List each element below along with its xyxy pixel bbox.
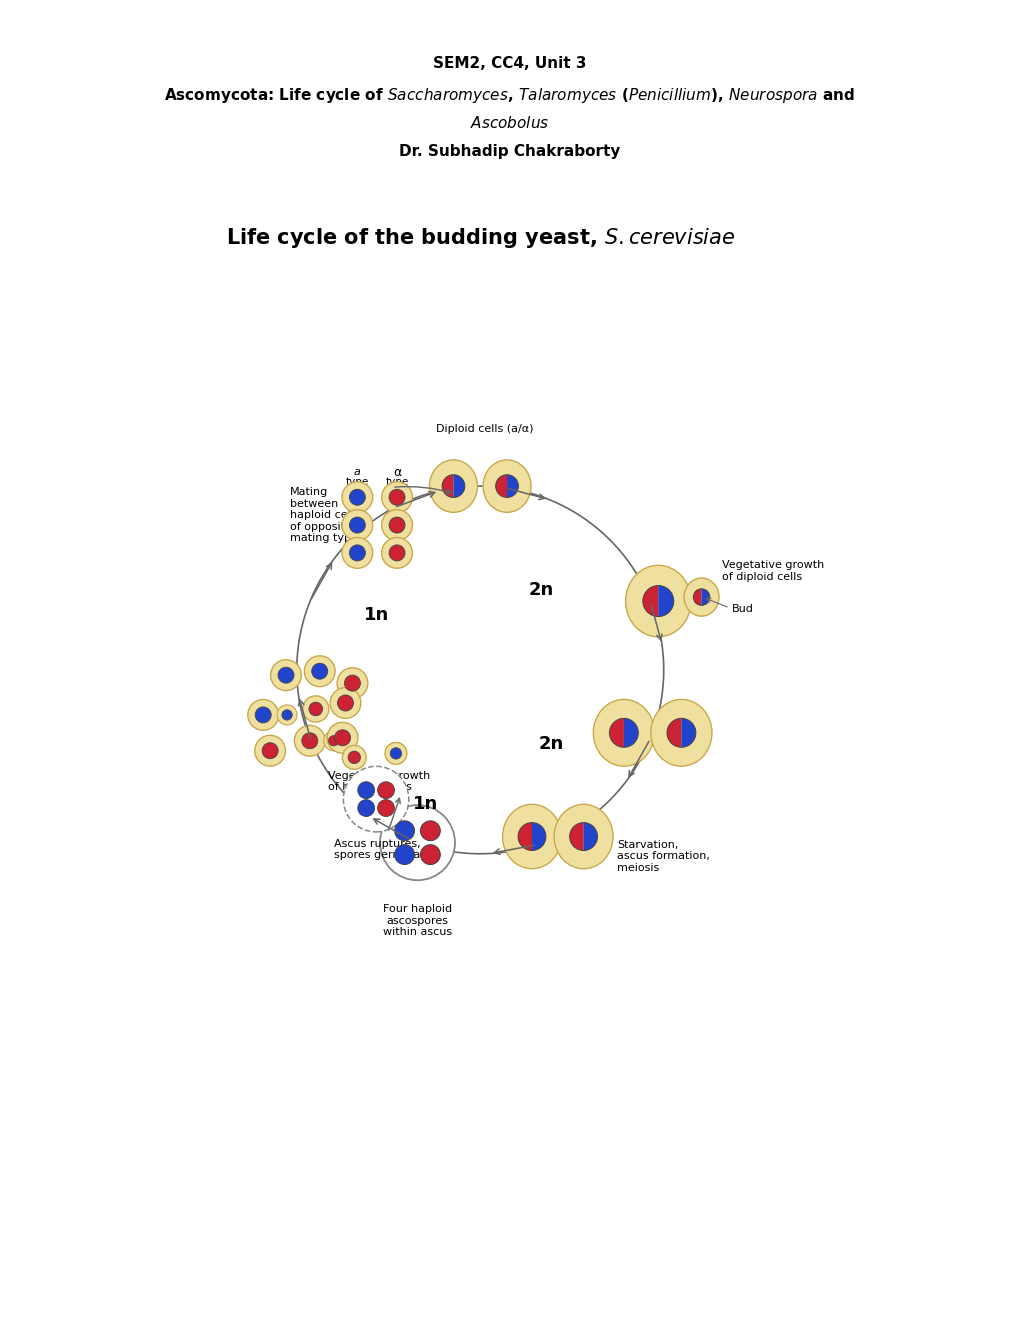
Wedge shape [609,718,624,747]
Text: 1n: 1n [413,795,438,813]
Circle shape [337,696,354,711]
Wedge shape [693,589,701,606]
Text: Vegetative growth
of diploid cells: Vegetative growth of diploid cells [721,561,823,582]
Text: Dr. Subhadip Chakraborty: Dr. Subhadip Chakraborty [398,144,621,158]
Wedge shape [666,718,681,747]
Ellipse shape [343,767,409,832]
Circle shape [358,781,374,799]
Circle shape [312,663,327,680]
Circle shape [388,517,405,533]
Circle shape [341,510,372,540]
Ellipse shape [593,700,654,766]
Circle shape [377,781,394,799]
Circle shape [281,710,292,721]
Circle shape [336,668,368,698]
Text: Ascomycota: Life cycle of $\mathit{Saccharomyces}$, $\mathit{Talaromyces}$ ($\ma: Ascomycota: Life cycle of $\mathit{Sacch… [164,86,855,106]
Wedge shape [657,586,674,616]
Circle shape [347,751,360,763]
Circle shape [334,730,351,746]
Circle shape [394,821,414,841]
Ellipse shape [502,804,560,869]
Wedge shape [624,718,638,747]
Text: Life cycle of the budding yeast, $\mathit{S. cerevisiae}$: Life cycle of the budding yeast, $\mathi… [225,226,735,249]
Text: 2n: 2n [529,581,553,599]
Circle shape [381,537,412,569]
Circle shape [303,696,328,722]
Text: Bud: Bud [731,605,753,614]
Circle shape [255,735,285,766]
Text: type: type [385,478,409,487]
Circle shape [388,545,405,561]
Circle shape [277,705,297,725]
Text: Ascus ruptures,
spores germinate: Ascus ruptures, spores germinate [334,840,432,861]
Circle shape [270,660,301,690]
Text: 2n: 2n [538,735,564,754]
Wedge shape [495,475,506,498]
Circle shape [330,688,361,718]
Ellipse shape [650,700,711,766]
Circle shape [381,510,412,540]
Wedge shape [532,822,545,850]
Text: SEM2, CC4, Unit 3: SEM2, CC4, Unit 3 [433,57,586,71]
Text: α: α [392,466,400,479]
Ellipse shape [380,805,454,880]
Text: type: type [345,478,369,487]
Wedge shape [569,822,583,850]
Circle shape [302,733,318,748]
Circle shape [342,746,366,770]
Wedge shape [441,475,453,498]
Circle shape [262,743,278,759]
Circle shape [420,845,440,865]
Circle shape [341,482,372,512]
Circle shape [384,742,407,764]
Wedge shape [453,475,465,498]
Circle shape [377,800,394,817]
Ellipse shape [483,459,531,512]
Text: Mating
between
haploid cells
of opposite
mating type: Mating between haploid cells of opposite… [289,487,359,544]
Ellipse shape [429,459,477,512]
Circle shape [381,482,412,512]
Ellipse shape [625,565,690,636]
Circle shape [328,735,338,746]
Circle shape [420,821,440,841]
Ellipse shape [684,578,718,616]
Circle shape [350,517,365,533]
Circle shape [323,731,343,751]
Circle shape [248,700,278,730]
Wedge shape [506,475,518,498]
Wedge shape [681,718,695,747]
Text: 1n: 1n [363,606,388,624]
Circle shape [294,726,325,756]
Circle shape [394,845,414,865]
Circle shape [341,537,372,569]
Circle shape [278,667,293,684]
Circle shape [309,702,322,715]
Wedge shape [701,589,709,606]
Text: Starvation,
ascus formation,
meiosis: Starvation, ascus formation, meiosis [616,840,709,873]
Wedge shape [518,822,532,850]
Text: a: a [354,467,361,478]
Circle shape [358,800,374,817]
Circle shape [255,708,271,723]
Ellipse shape [553,804,612,869]
Circle shape [304,656,335,686]
Text: Four haploid
ascospores
within ascus: Four haploid ascospores within ascus [382,904,451,937]
Circle shape [390,747,401,759]
Text: $\mathit{Ascobolus}$: $\mathit{Ascobolus}$ [470,115,549,132]
Circle shape [388,490,405,506]
Wedge shape [642,586,657,616]
Circle shape [327,722,358,754]
Circle shape [350,490,365,506]
Circle shape [350,545,365,561]
Text: Vegetative growth
of haploid cells: Vegetative growth of haploid cells [327,771,429,792]
Wedge shape [583,822,597,850]
Circle shape [344,675,360,692]
Text: Diploid cells (a/α): Diploid cells (a/α) [436,425,533,434]
